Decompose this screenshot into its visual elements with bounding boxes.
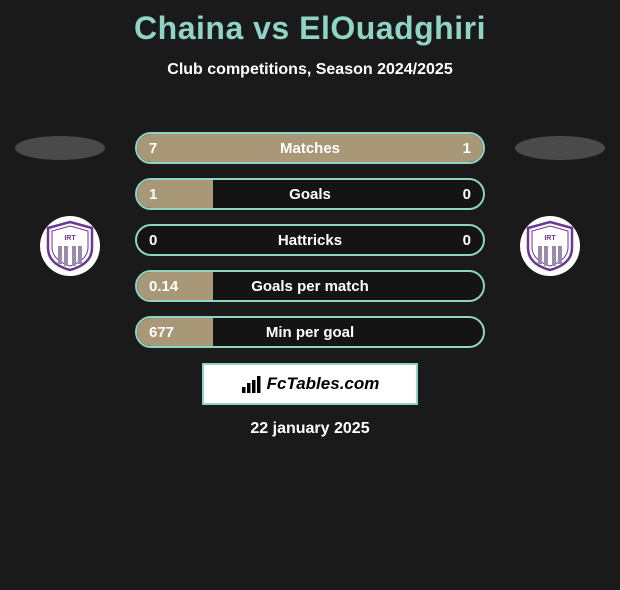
stat-row-goals-per-match: 0.14 Goals per match — [135, 270, 485, 302]
comparison-subtitle: Club competitions, Season 2024/2025 — [0, 61, 620, 79]
club-shield-icon: IRT — [44, 220, 96, 272]
stat-row-hattricks: 0 Hattricks 0 — [135, 224, 485, 256]
stat-value-right: 1 — [463, 140, 471, 157]
comparison-title: Chaina vs ElOuadghiri — [0, 10, 620, 47]
player-left-club-badge: IRT — [40, 216, 100, 276]
comparison-date: 22 january 2025 — [0, 420, 620, 438]
stat-label: Min per goal — [137, 324, 483, 341]
brand-attribution[interactable]: FcTables.com — [202, 363, 418, 405]
player-right-club-badge: IRT — [520, 216, 580, 276]
stat-row-min-per-goal: 677 Min per goal — [135, 316, 485, 348]
stat-row-matches: 7 Matches 1 — [135, 132, 485, 164]
stat-label: Matches — [137, 140, 483, 157]
player-right-head-silhouette — [515, 136, 605, 160]
stat-label: Goals per match — [137, 278, 483, 295]
stat-label: Goals — [137, 186, 483, 203]
stat-row-goals: 1 Goals 0 — [135, 178, 485, 210]
bar-chart-icon — [241, 375, 263, 393]
svg-text:IRT: IRT — [544, 235, 556, 242]
player-left-head-silhouette — [15, 136, 105, 160]
club-shield-icon: IRT — [524, 220, 576, 272]
stats-comparison-list: 7 Matches 1 1 Goals 0 0 Hattricks 0 0.14… — [135, 132, 485, 362]
svg-text:IRT: IRT — [64, 235, 76, 242]
stat-label: Hattricks — [137, 232, 483, 249]
stat-value-right: 0 — [463, 186, 471, 203]
stat-value-right: 0 — [463, 232, 471, 249]
brand-text: FcTables.com — [267, 374, 380, 394]
